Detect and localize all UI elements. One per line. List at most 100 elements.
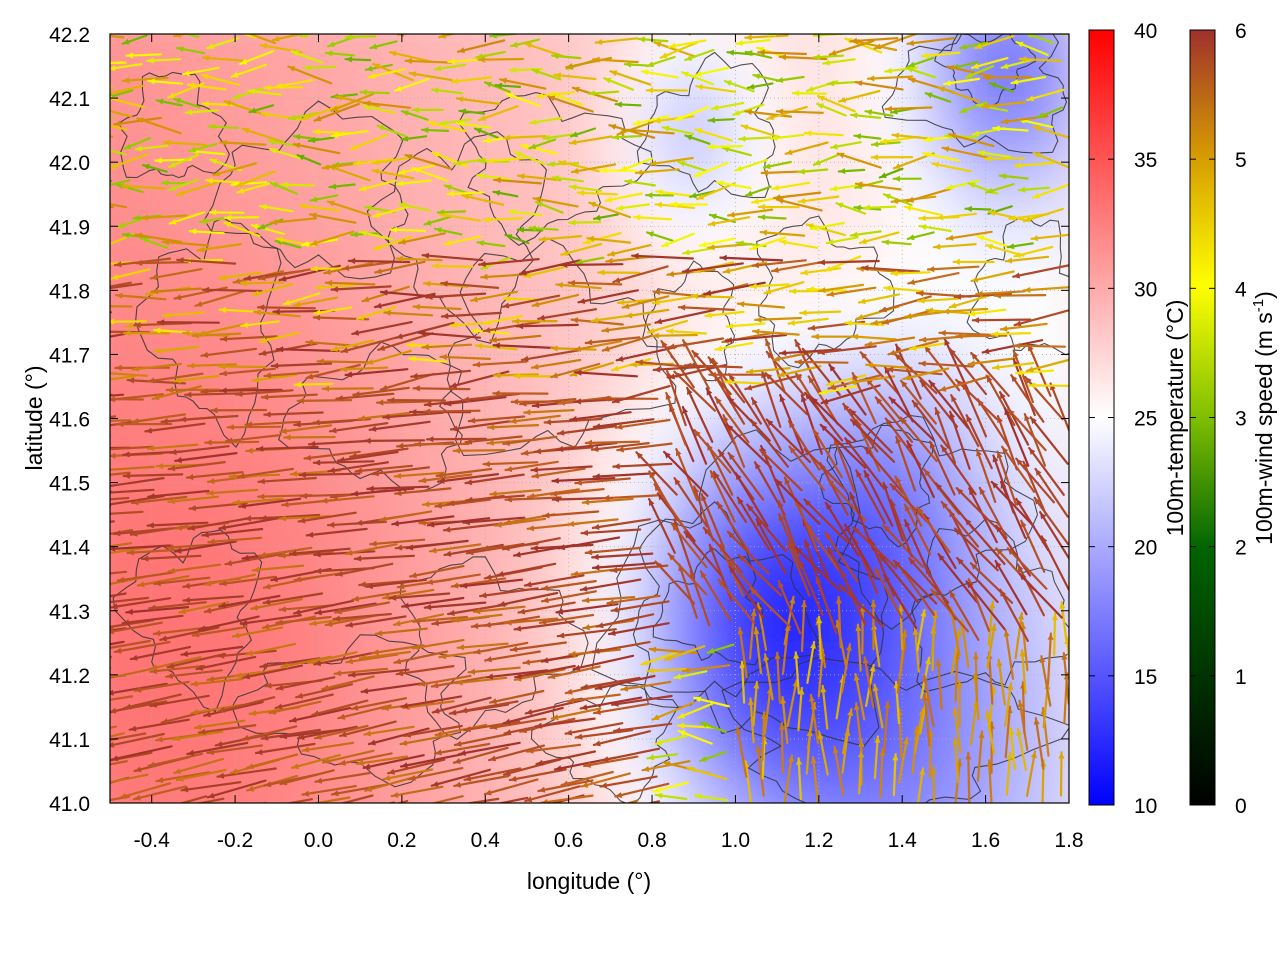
wind-vector-head bbox=[508, 209, 516, 216]
wind-vector-head bbox=[614, 727, 621, 734]
wind-vector bbox=[235, 170, 276, 188]
wind-vector-head bbox=[405, 58, 412, 65]
wind-vector-head bbox=[929, 441, 936, 449]
wind-vector-head bbox=[350, 144, 358, 150]
wind-vector-head bbox=[747, 83, 755, 90]
wind-vector-head bbox=[91, 713, 98, 719]
wind-vector-head bbox=[56, 696, 63, 702]
wind-vector-head bbox=[929, 380, 936, 388]
wind-vector-head bbox=[244, 515, 252, 522]
wind-vector bbox=[612, 722, 673, 733]
wind-vector-head bbox=[500, 77, 507, 84]
wind-vector-head bbox=[268, 138, 275, 145]
wind-vector-head bbox=[695, 793, 702, 800]
wind-vector-head bbox=[306, 531, 314, 538]
wind-vector-head bbox=[396, 180, 404, 187]
wind-vector-head bbox=[804, 449, 812, 456]
wind-vector-head bbox=[789, 596, 796, 604]
wind-vector-head bbox=[490, 723, 498, 730]
wind-vector-head bbox=[700, 721, 708, 728]
wind-vector-head bbox=[738, 555, 746, 562]
wind-vector-head bbox=[997, 416, 1003, 424]
wind-vector bbox=[894, 680, 901, 725]
wind-vector bbox=[465, 494, 526, 502]
wind-vector bbox=[574, 371, 639, 378]
wind-vector-head bbox=[616, 355, 624, 362]
wind-vector bbox=[540, 590, 597, 603]
wind-vector bbox=[911, 399, 950, 449]
wind-vector-head bbox=[262, 623, 270, 630]
wind-vector-head bbox=[271, 576, 278, 583]
wind-vector-head bbox=[519, 269, 527, 276]
wind-vector bbox=[254, 742, 316, 755]
wind-vector bbox=[883, 573, 918, 630]
wind-vector bbox=[122, 473, 184, 478]
wind-vector-head bbox=[938, 86, 946, 93]
temperature-cell bbox=[670, 815, 710, 855]
wind-vector-head bbox=[616, 204, 624, 211]
wind-vector-head bbox=[474, 648, 481, 655]
wind-vector-head bbox=[88, 396, 94, 402]
wind-vector-head bbox=[612, 365, 619, 372]
wind-vector-head bbox=[354, 555, 362, 562]
wind-vector bbox=[110, 732, 125, 738]
wind-vector-head bbox=[755, 462, 761, 470]
wind-vector-head bbox=[853, 674, 860, 681]
x-tick-label: 0.4 bbox=[471, 829, 501, 852]
wind-vector-head bbox=[462, 193, 470, 200]
wind-vector-head bbox=[729, 566, 736, 574]
wind-vector-head bbox=[776, 77, 784, 83]
wind-vector-head bbox=[134, 766, 142, 773]
wind-vector-head bbox=[110, 65, 116, 72]
wind-vector-head bbox=[955, 629, 962, 637]
temperature-cell bbox=[602, 507, 643, 548]
wind-vector-head bbox=[110, 545, 116, 552]
temperature-cell bbox=[1003, 34, 1044, 48]
wind-vector bbox=[997, 658, 1006, 706]
wind-vector-head bbox=[1008, 409, 1015, 416]
wind-vector-head bbox=[728, 453, 735, 460]
wind-vector-head bbox=[675, 449, 682, 457]
wind-vector-head bbox=[792, 90, 800, 97]
wind-vector-head bbox=[245, 421, 252, 428]
wind-vector-head bbox=[217, 652, 225, 659]
wind-vector-head bbox=[391, 792, 399, 798]
wind-vector-head bbox=[570, 184, 577, 191]
wind-vector-head bbox=[859, 298, 866, 305]
wind-vector-head bbox=[605, 196, 613, 203]
wind-vector bbox=[440, 311, 502, 318]
wind-vector-head bbox=[632, 252, 639, 259]
wind-vector bbox=[799, 310, 842, 315]
wind-vector-head bbox=[723, 267, 731, 274]
wind-vector bbox=[321, 675, 375, 691]
wind-vector-head bbox=[604, 77, 612, 84]
wind-vector-head bbox=[624, 61, 632, 68]
colorbar-tick-label: 35 bbox=[1134, 149, 1157, 172]
wind-vector bbox=[110, 667, 153, 679]
wind-vector-head bbox=[995, 561, 1002, 568]
wind-vector-head bbox=[122, 183, 129, 190]
wind-vector-head bbox=[919, 224, 927, 231]
wind-vector-head bbox=[714, 374, 721, 382]
wind-vector-head bbox=[569, 219, 576, 226]
wind-vector-head bbox=[54, 438, 61, 444]
wind-vector-head bbox=[668, 373, 676, 380]
wind-vector-head bbox=[693, 486, 700, 494]
wind-vector-head bbox=[147, 445, 155, 452]
wind-vector bbox=[891, 133, 935, 141]
temperature-cell bbox=[69, 46, 109, 86]
wind-vector bbox=[110, 311, 113, 314]
wind-vector bbox=[144, 422, 206, 433]
wind-vector-head bbox=[1003, 630, 1010, 637]
wind-vector-head bbox=[801, 269, 808, 276]
wind-vector bbox=[1014, 611, 1023, 660]
temperature-cell bbox=[903, 84, 944, 125]
wind-vector bbox=[863, 446, 905, 495]
wind-vector bbox=[504, 617, 559, 625]
wind-vector bbox=[699, 570, 731, 621]
wind-vector bbox=[663, 645, 706, 662]
wind-vector-head bbox=[300, 34, 308, 38]
wind-vector-head bbox=[717, 502, 724, 510]
wind-vector-head bbox=[978, 731, 985, 739]
